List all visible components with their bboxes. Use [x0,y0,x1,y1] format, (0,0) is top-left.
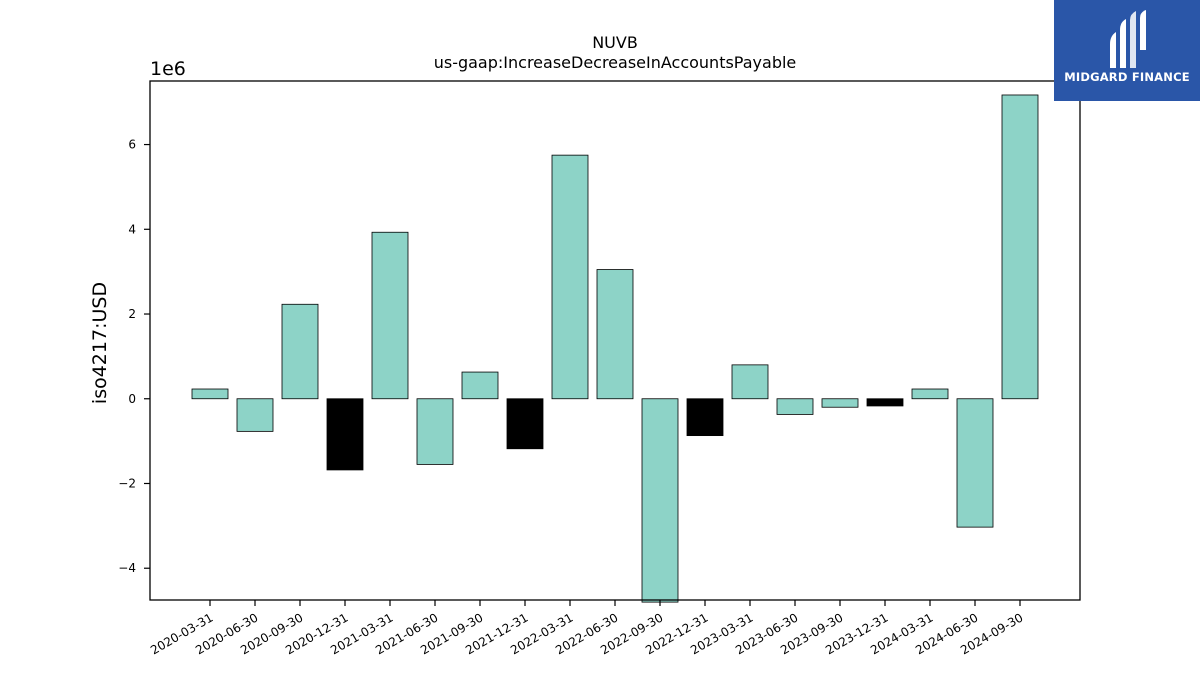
bar [596,269,634,400]
chart-subtitle: us-gaap:IncreaseDecreaseInAccountsPayabl… [434,53,797,72]
bar [956,398,994,528]
bar [506,398,544,450]
bar [551,154,589,400]
bar [1001,94,1039,400]
bar [281,303,319,400]
chart-title: NUVB [592,33,638,52]
bar [731,364,769,400]
bar [821,398,859,408]
bar [191,388,229,400]
y-axis-label: iso4217:USD [89,282,111,404]
bar [236,398,274,432]
y-offset-label: 1e6 [150,58,186,80]
y-tick-label: 0 [128,392,136,406]
bar [326,398,364,471]
bar [371,231,409,400]
bar [461,371,499,400]
midgard-finance-logo: MIDGARD FINANCE [1054,0,1200,101]
logo-mark-icon [1110,10,1146,68]
y-tick-label: −2 [118,476,136,490]
bar [911,388,949,400]
bar [686,398,724,437]
y-tick-label: 6 [128,138,136,152]
y-tick-label: 2 [128,307,136,321]
bar [776,398,814,415]
bar [416,398,454,465]
y-tick-label: 4 [128,222,136,236]
logo-text: MIDGARD FINANCE [1064,70,1190,84]
plot-frame [149,80,1081,601]
plot-area: −4−202462020-03-312020-06-302020-09-3020… [118,94,1039,657]
y-tick-label: −4 [118,561,136,575]
bar [641,398,679,603]
bar [866,398,904,407]
